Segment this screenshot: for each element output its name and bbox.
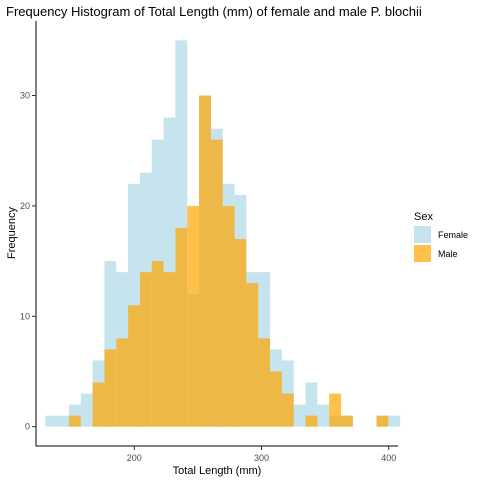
bar-male-11 [175, 227, 188, 427]
bar-female-5 [104, 261, 117, 427]
legend-label-male: Male [438, 249, 458, 259]
bar-male-2 [68, 415, 81, 427]
bar-male-19 [270, 371, 282, 427]
bar-male-14 [210, 139, 223, 427]
y-tick-label-3: 30 [20, 91, 30, 101]
x-tick-label-1: 300 [254, 453, 269, 463]
y-axis-title: Frequency [6, 207, 18, 259]
bar-male-4 [92, 382, 105, 427]
bar-female-22 [305, 382, 318, 427]
bar-female-23 [317, 404, 330, 427]
chart-title: Frequency Histogram of Total Length (mm)… [6, 4, 422, 19]
legend-title: Sex [414, 211, 433, 223]
legend-key-female [414, 226, 431, 243]
legend-label-female: Female [438, 230, 468, 240]
y-tick-label-1: 10 [20, 311, 30, 321]
bar-female-1 [57, 415, 69, 427]
legend: Sex Female Male [414, 211, 468, 262]
bar-male-9 [151, 261, 164, 427]
bar-female-29 [388, 415, 401, 427]
bar-female-0 [45, 415, 58, 427]
bar-male-5 [104, 349, 117, 427]
legend-key-male [414, 245, 431, 262]
x-axis-title: Total Length (mm) [173, 465, 262, 477]
y-tick-label-0: 0 [25, 422, 30, 432]
bar-male-28 [376, 415, 389, 427]
bar-male-22 [305, 415, 318, 427]
bar-male-8 [139, 272, 152, 427]
bar-male-7 [128, 305, 140, 427]
bar-male-6 [116, 338, 129, 427]
bar-male-13 [199, 95, 211, 427]
x-tick-label-2: 400 [381, 453, 396, 463]
bars-layer [45, 40, 401, 427]
bar-male-18 [258, 338, 271, 427]
bar-male-16 [234, 239, 247, 427]
ticks-layer: 200 300 400 0 10 20 30 [20, 91, 396, 463]
bar-male-25 [341, 415, 353, 427]
bar-male-17 [246, 283, 259, 427]
bar-male-24 [329, 393, 342, 427]
bar-female-21 [293, 404, 306, 427]
bar-female-3 [80, 393, 93, 427]
bar-male-10 [163, 272, 176, 427]
y-tick-label-2: 20 [20, 201, 30, 211]
bar-male-15 [222, 205, 235, 427]
bar-male-20 [281, 393, 294, 427]
bar-male-12 [187, 205, 200, 427]
x-tick-label-0: 200 [127, 453, 142, 463]
bar-female-2 [68, 404, 81, 427]
